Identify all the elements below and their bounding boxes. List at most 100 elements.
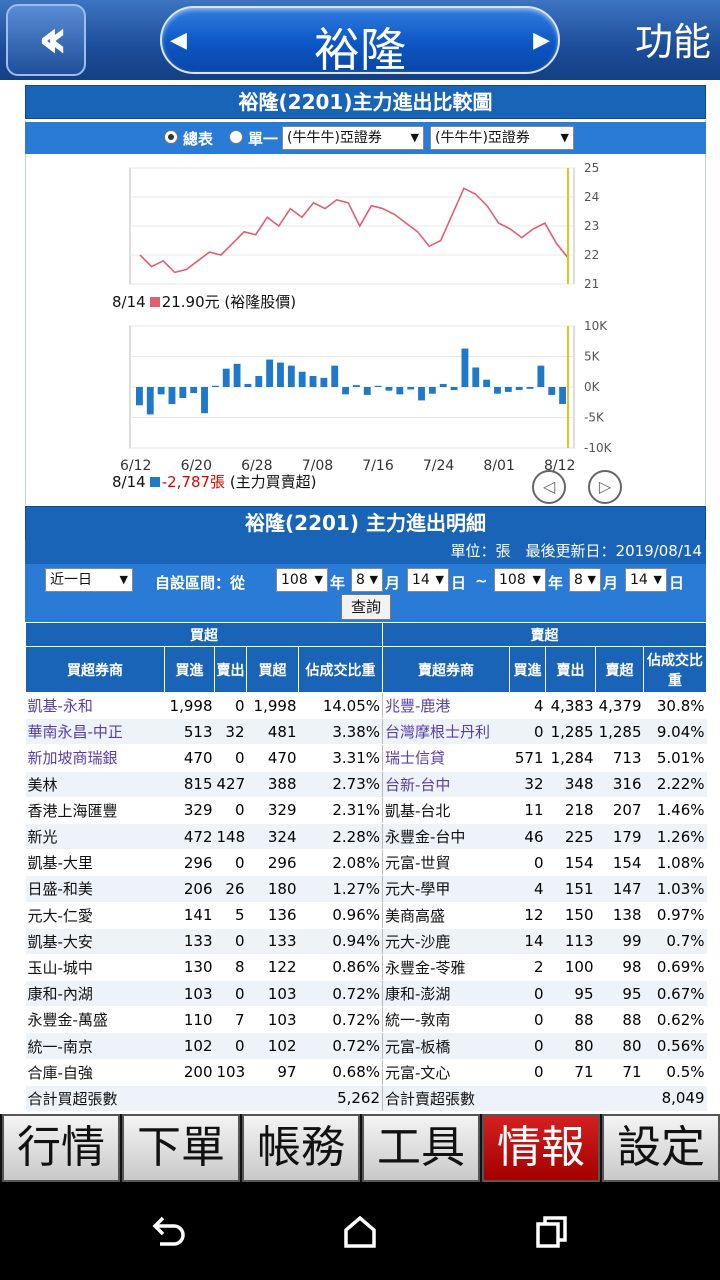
sell-pct-cell: 5.01% xyxy=(643,744,707,772)
s-buy-in-cell: 0 xyxy=(509,980,546,1008)
to-day-select[interactable]: 14 ▼ xyxy=(625,568,667,592)
tab-settings[interactable]: 設定 xyxy=(602,1114,720,1182)
query-button[interactable]: 查詢 xyxy=(341,594,391,620)
function-button[interactable]: 功能 xyxy=(634,20,711,64)
back-icon[interactable] xyxy=(148,1212,188,1252)
chart-section-title: 裕隆(2201)主力進出比較圖 xyxy=(25,85,706,119)
buy-in-cell: 200 xyxy=(164,1059,215,1086)
from-month-label: 月 xyxy=(385,574,401,592)
volume-chart: 10K 5K 0K -5K -10K 6/12 6/20 6/28 7/08 7/16 7/24 8/… xyxy=(108,314,622,474)
home-icon[interactable] xyxy=(340,1212,380,1252)
volume-bar xyxy=(494,387,501,394)
radio-total[interactable] xyxy=(164,130,178,144)
from-month-select[interactable]: 8 ▼ xyxy=(351,568,383,592)
tab-account[interactable]: 帳務 xyxy=(242,1114,360,1182)
tab-order[interactable]: 下單 xyxy=(122,1114,240,1182)
sell-over-cell: 98 xyxy=(595,954,644,982)
volume-bar xyxy=(201,387,208,414)
s-buy-in-cell: 32 xyxy=(509,771,546,798)
sell-broker-cell: 元富-板橋 xyxy=(382,1032,510,1060)
sell-broker-cell[interactable]: 瑞士信貸 xyxy=(382,744,510,772)
from-year-select[interactable]: 108 ▼ xyxy=(276,568,328,592)
buy-broker-cell: 永豐金-萬盛 xyxy=(25,1006,165,1034)
volume-x-tick: 7/16 xyxy=(362,458,394,474)
volume-y-tick: -5K xyxy=(584,411,605,425)
sell-broker-cell[interactable]: 台新-台中 xyxy=(382,771,510,798)
sell-broker-cell: 永豐金-台中 xyxy=(382,823,510,851)
buy-pct-cell: 2.31% xyxy=(298,797,384,824)
broker-select-1[interactable]: (牛牛牛)亞證券 ▼ xyxy=(282,126,424,150)
volume-bar xyxy=(298,371,306,387)
period-select[interactable]: 近一日 ▼ xyxy=(45,568,133,592)
s-sell-out-cell: 225 xyxy=(545,823,596,851)
price-legend: 8/14 21.90元 (裕隆股價) xyxy=(112,291,296,312)
sell-pct-cell: 0.7% xyxy=(643,928,707,955)
chart-next-button[interactable]: ▷ xyxy=(588,470,622,504)
buy-over-cell: 102 xyxy=(246,1032,299,1060)
volume-bar xyxy=(353,385,360,387)
recent-apps-icon[interactable] xyxy=(532,1212,572,1252)
sell-pct-cell: 9.04% xyxy=(643,718,707,746)
from-day-select[interactable]: 14 ▼ xyxy=(407,568,449,592)
s-buy-in-cell: 0 xyxy=(509,1059,546,1086)
chart-prev-button[interactable]: ◁ xyxy=(532,470,566,504)
sell-broker-cell[interactable]: 兆豐-鹿港 xyxy=(382,692,510,720)
volume-bar xyxy=(461,348,469,387)
tab-info[interactable]: 情報 xyxy=(482,1114,600,1182)
table-row: 香港上海匯豐 329 0 329 2.31% 凱基-台北 11 218 207 1.46% xyxy=(25,797,707,824)
app-header: ‹‹ ◀ 裕隆 ▶ 功能 xyxy=(0,0,720,80)
buy-pct-cell: 0.72% xyxy=(298,1006,384,1034)
sell-over-cell: 99 xyxy=(595,928,644,955)
table-row: 永豐金-萬盛 110 7 103 0.72% 統一-敦南 0 88 88 0.62% xyxy=(25,1006,707,1034)
s-buy-in-cell: 46 xyxy=(509,823,546,851)
buy-broker-cell: 美林 xyxy=(25,771,165,798)
to-month-select[interactable]: 8 ▼ xyxy=(569,568,601,592)
to-year-label: 年 xyxy=(548,574,564,592)
sell-broker-cell: 永豐金-苓雅 xyxy=(382,954,510,982)
to-year-select[interactable]: 108 ▼ xyxy=(494,568,546,592)
period-filter-row: 近一日 ▼ 自設區間：從 108 ▼ 年 8 ▼ 月 14 ▼ 日 ~ 108 ▼ 年 8… xyxy=(25,564,706,622)
buy-broker-cell[interactable]: 新加坡商瑞銀 xyxy=(25,744,165,772)
sell-broker-cell: 康和-澎湖 xyxy=(382,980,510,1008)
s-buy-in-cell: 4 xyxy=(509,692,546,720)
sell-over-cell: 80 xyxy=(595,1032,644,1060)
volume-bar xyxy=(407,387,415,390)
s-sell-out-cell: 218 xyxy=(545,797,596,824)
table-row: 康和-內湖 103 0 103 0.72% 康和-澎湖 0 95 95 0.67% xyxy=(25,980,707,1008)
sell-out-cell: 26 xyxy=(214,875,247,903)
radio-single[interactable] xyxy=(229,130,243,144)
sell-broker-cell[interactable]: 台灣摩根士丹利 xyxy=(382,718,510,746)
buy-broker-cell[interactable]: 華南永昌-中正 xyxy=(25,718,165,746)
volume-bar xyxy=(548,387,556,395)
to-month-value: 8 xyxy=(574,572,583,588)
sell-over-cell: 316 xyxy=(595,771,644,798)
sell-out-cell: 8 xyxy=(214,954,247,982)
next-stock-arrow-icon[interactable]: ▶ xyxy=(533,28,550,53)
sell-out-cell: 103 xyxy=(214,1059,247,1086)
volume-bar xyxy=(374,385,382,387)
table-row: 凱基-大里 296 0 296 2.08% 元富-世貿 0 154 154 1.08% xyxy=(25,849,707,877)
s-buy-in-cell: 14 xyxy=(509,928,546,955)
buy-broker-cell[interactable]: 凱基-永和 xyxy=(25,692,165,720)
volume-bar xyxy=(363,387,371,395)
s-sell-out-cell: 95 xyxy=(545,980,596,1008)
tab-quotes[interactable]: 行情 xyxy=(2,1114,120,1182)
buy-over-cell: 103 xyxy=(246,980,299,1008)
bottom-tab-bar: 行情 下單 帳務 工具 情報 設定 xyxy=(0,1114,720,1182)
back-button[interactable]: ‹‹ xyxy=(6,4,86,76)
buy-pct-cell: 3.31% xyxy=(298,744,384,772)
tab-tools[interactable]: 工具 xyxy=(362,1114,480,1182)
volume-bar xyxy=(211,385,219,387)
table-row: 凱基-大安 133 0 133 0.94% 元大-沙鹿 14 113 99 0.7% xyxy=(25,928,707,955)
sell-pct-cell: 0.67% xyxy=(643,980,707,1008)
buy-over-cell: 136 xyxy=(246,902,299,929)
prev-stock-arrow-icon[interactable]: ◀ xyxy=(170,28,187,53)
sell-out-cell: 7 xyxy=(214,1006,247,1034)
broker-select-2[interactable]: (牛牛牛)亞證券 ▼ xyxy=(430,126,574,150)
total-buy-value: 5,262 xyxy=(298,1085,384,1113)
broker-select-2-value: (牛牛牛)亞證券 xyxy=(435,130,530,146)
buy-pct-cell: 2.08% xyxy=(298,849,384,877)
volume-bar xyxy=(320,377,328,387)
s-buy-in-cell: 0 xyxy=(509,849,546,877)
volume-x-tick: 7/24 xyxy=(423,458,455,474)
